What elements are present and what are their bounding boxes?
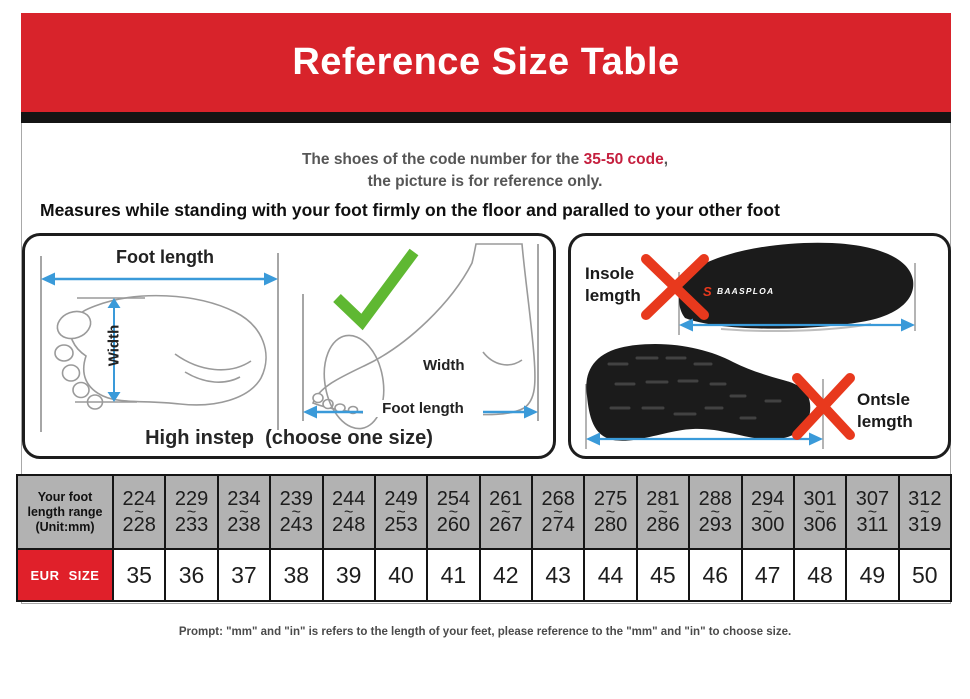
foot-range-cell: 239 ~243	[269, 476, 322, 548]
foot-range-cell: 229 ~233	[164, 476, 217, 548]
foot-range-cell: 254 ~260	[426, 476, 479, 548]
foot-range-cell: 224 ~228	[112, 476, 165, 548]
outsole-length-label: Ontsle lemgth	[857, 389, 913, 433]
foot-length-range-header: Your foot length range (Unit:mm)	[18, 476, 112, 548]
foot-range-cell: 281 ~286	[635, 476, 689, 548]
eur-size-cell: 46	[688, 550, 741, 600]
header-line2: length range	[27, 504, 103, 519]
side-width-label: Width	[423, 357, 465, 374]
insole-length-arrow	[679, 318, 915, 332]
foot-top-view-illustration	[54, 294, 267, 410]
outsole-label-line1: Ontsle	[857, 390, 910, 409]
intro-size-range-highlight: 35-50 code	[583, 151, 664, 168]
side-foot-length-label: Foot length	[363, 400, 483, 417]
outsole-label-line2: lemgth	[857, 412, 913, 431]
foot-range-cell: 288 ~293	[688, 476, 741, 548]
foot-range-cell: 312 ~319	[897, 476, 950, 548]
insole-illustration	[678, 242, 914, 333]
insole-label-line2: lemgth	[585, 286, 641, 305]
outsole-illustration	[586, 343, 811, 441]
wrong-measure-box: S BAASPLOA I	[568, 233, 951, 459]
eur-size-cell: 38	[269, 550, 322, 600]
width-label: Width	[105, 324, 123, 367]
foot-range-cell: 268 ~274	[531, 476, 584, 548]
page-title: Reference Size Table	[21, 13, 951, 112]
foot-length-label: Foot length	[116, 247, 214, 267]
cross-icon	[641, 254, 709, 320]
eur-size-cell: 42	[478, 550, 531, 600]
high-instep-caption: High instep (choose one size)	[145, 427, 433, 449]
size-table: Your foot length range (Unit:mm) 224 ~228…	[16, 474, 952, 602]
eur-size-cell: 47	[740, 550, 793, 600]
width-measure-arrow	[75, 297, 145, 403]
eur-size-cell: 40	[373, 550, 427, 600]
foot-length-ranges-row: Your foot length range (Unit:mm) 224 ~228…	[18, 476, 950, 550]
eur-size-cell: 37	[216, 550, 270, 600]
measuring-instruction: Measures while standing with your foot f…	[40, 200, 780, 220]
foot-range-cell: 244 ~248	[321, 476, 374, 548]
brand-logo-text: BAASPLOA	[717, 286, 774, 296]
footer-note: Prompt: "mm" and "in" is refers to the l…	[178, 626, 792, 638]
eur-size-cell: 39	[321, 550, 374, 600]
eur-size-cell: 44	[583, 550, 636, 600]
insole-length-label: Insole lemgth	[585, 263, 641, 307]
cross-icon	[792, 373, 855, 440]
insole-outsole-illustration: S BAASPLOA	[585, 242, 916, 449]
eur-size-cell: 45	[635, 550, 689, 600]
eur-size-cell: 35	[112, 550, 165, 600]
foot-range-cell: 249 ~253	[373, 476, 427, 548]
foot-range-cell: 307 ~311	[845, 476, 898, 548]
eur-sizes-row: EUR SIZE 35 36 37 38 39 40 41 42 43 44 45 46 47 48 49 5…	[18, 550, 950, 600]
outsole-length-arrow	[586, 432, 823, 446]
brand-logo-icon: S	[703, 284, 712, 299]
eur-size-cell: 36	[164, 550, 217, 600]
foot-side-view-illustration	[311, 243, 536, 430]
intro-line1-prefix: The shoes of the code number for the	[301, 151, 584, 168]
foot-range-cell: 294 ~300	[740, 476, 793, 548]
eur-size-cell: 50	[897, 550, 950, 600]
eur-size-cell: 43	[531, 550, 584, 600]
intro-line-1: The shoes of the code number for the 35-…	[0, 151, 970, 169]
header-line1: Your foot	[37, 489, 93, 504]
intro-line1-suffix: ,	[663, 151, 669, 168]
eur-size-cell: 48	[792, 550, 846, 600]
checkmark-icon	[333, 248, 419, 331]
banner-divider	[21, 112, 951, 123]
insole-label-line1: Insole	[585, 264, 635, 283]
eur-size-cell: 41	[426, 550, 479, 600]
foot-range-cell: 261 ~267	[478, 476, 531, 548]
eur-size-cell: 49	[845, 550, 898, 600]
measure-diagram-box: Foot length Width Width Foot length High…	[22, 233, 556, 459]
foot-range-cell: 234 ~238	[216, 476, 270, 548]
header-line3: (Unit:mm)	[35, 519, 95, 534]
foot-measure-illustration	[40, 243, 539, 432]
foot-range-cell: 275 ~280	[583, 476, 636, 548]
intro-line-2: the picture is for reference only.	[367, 173, 603, 190]
foot-length-arrow	[41, 272, 278, 286]
foot-range-cell: 301 ~306	[792, 476, 846, 548]
eur-size-header: EUR SIZE	[18, 550, 112, 600]
